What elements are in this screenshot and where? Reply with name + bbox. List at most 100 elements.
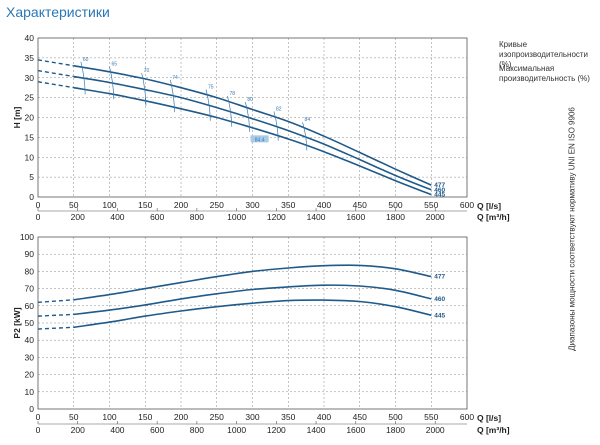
power-y-tick-label: 90 (25, 249, 35, 259)
iso-efficiency-curve (109, 66, 115, 100)
head-x2-tick-label: 200 (71, 212, 85, 222)
iso-efficiency-label: 75 (208, 84, 214, 90)
power-y-tick-label: 10 (25, 387, 35, 397)
power-plot-frame (37, 236, 468, 410)
iso-efficiency-curve (141, 72, 147, 106)
power-y-tick-label: 50 (25, 318, 35, 328)
power-x2-tick-label: 2000 (426, 425, 445, 435)
head-x-axis-title: Q [l/s] (477, 201, 501, 211)
iso-efficiency-label: 84 (305, 117, 311, 123)
head-curve-445-dashed (37, 81, 74, 89)
head-x-tick-label: 400 (317, 200, 331, 210)
power-x2-tick-label: 400 (110, 425, 124, 435)
head-x2-tick-label: 800 (190, 212, 204, 222)
head-curve-label-477: 477 (434, 182, 445, 189)
power-y-tick-label: 20 (25, 370, 35, 380)
head-x-tick-label: 600 (460, 200, 474, 210)
iso-efficiency-curve (302, 122, 308, 151)
power-curve-445 (73, 299, 432, 329)
head-x-tick-label: 500 (388, 200, 402, 210)
head-x-tick-label: 150 (138, 200, 152, 210)
power-x-tick-label: 50 (69, 412, 79, 422)
head-x-tick-label: 450 (353, 200, 367, 210)
head-plot-frame (37, 37, 468, 198)
power-curve-477-dashed (37, 299, 74, 304)
head-x2-tick-label: 1400 (307, 212, 326, 222)
head-x2-tick-label: 400 (110, 212, 124, 222)
head-curve-460-dashed (37, 69, 74, 78)
power-y-tick-label: 30 (25, 352, 35, 362)
power-curve-label-460: 460 (434, 296, 445, 303)
power-x2-tick-label: 600 (150, 425, 164, 435)
power-y-tick-label: 0 (29, 404, 34, 414)
head-curve-label-445: 445 (434, 192, 445, 199)
iso-efficiency-label: 82 (276, 107, 282, 113)
legend-max-efficiency: Максимальная производительность (%) (499, 64, 590, 83)
head-y-tick-label: 20 (25, 113, 35, 123)
power-x-tick-label: 100 (102, 412, 116, 422)
iso-efficiency-curve (245, 101, 250, 132)
head-x2-tick-label: 600 (150, 212, 164, 222)
power-curve-label-477: 477 (434, 274, 445, 281)
iso-efficiency-label: 74 (172, 75, 178, 81)
head-curve-477 (73, 65, 432, 186)
head-curve-label-460: 460 (434, 187, 445, 194)
head-x-tick-label: 0 (36, 200, 41, 210)
head-x2-tick-label: 1200 (267, 212, 286, 222)
max-efficiency-marker (250, 135, 269, 143)
head-y-tick-label: 35 (25, 53, 35, 63)
head-curve-460 (73, 75, 432, 191)
page-title: Характеристики (6, 4, 110, 20)
iso-efficiency-label: 78 (229, 91, 235, 97)
head-x-tick-label: 50 (69, 200, 79, 210)
power-x-tick-label: 250 (210, 412, 224, 422)
head-y-axis-title: H [m] (12, 106, 22, 128)
power-x2-tick-label: 1600 (346, 425, 365, 435)
power-x-tick-label: 600 (460, 412, 474, 422)
head-y-tick-label: 10 (25, 152, 35, 162)
power-x2-axis-title: Q [m³/h] (477, 425, 510, 435)
power-y-axis-title: P2 [kW] (12, 307, 22, 338)
head-x-tick-label: 100 (102, 200, 116, 210)
max-efficiency-label: 84.4 (255, 137, 265, 143)
power-y-tick-label: 70 (25, 284, 35, 294)
power-x-tick-label: 450 (353, 412, 367, 422)
power-y-tick-label: 100 (20, 232, 34, 242)
head-x-tick-label: 300 (245, 200, 259, 210)
iso-efficiency-curve (205, 89, 211, 121)
power-x2-tick-label: 1800 (386, 425, 405, 435)
power-x2-tick-label: 200 (71, 425, 85, 435)
head-y-tick-label: 0 (29, 192, 34, 202)
power-y-tick-label: 60 (25, 301, 35, 311)
power-x-tick-label: 400 (317, 412, 331, 422)
head-curve-445 (73, 86, 432, 196)
head-y-tick-label: 15 (25, 132, 35, 142)
head-x-tick-label: 200 (174, 200, 188, 210)
power-curve-460-dashed (37, 313, 74, 317)
head-y-tick-label: 30 (25, 73, 35, 83)
head-x2-tick-label: 2000 (426, 212, 445, 222)
head-curve-477-dashed (37, 59, 74, 67)
iso-efficiency-curve (169, 79, 175, 113)
head-x2-tick-label: 1600 (346, 212, 365, 222)
head-y-tick-label: 25 (25, 93, 35, 103)
power-x-tick-label: 200 (174, 412, 188, 422)
head-x2-tick-label: 1000 (227, 212, 246, 222)
power-x2-tick-label: 1400 (307, 425, 326, 435)
head-x2-tick-label: 0 (36, 212, 41, 222)
power-curve-477 (73, 264, 432, 301)
power-x-tick-label: 300 (245, 412, 259, 422)
power-x2-tick-label: 1000 (227, 425, 246, 435)
iso-efficiency-curve (227, 95, 233, 127)
power-x-tick-label: 500 (388, 412, 402, 422)
power-x-tick-label: 350 (281, 412, 295, 422)
iso-efficiency-label: 80 (247, 97, 253, 103)
head-x-tick-label: 350 (281, 200, 295, 210)
power-x2-tick-label: 800 (190, 425, 204, 435)
power-curve-label-445: 445 (434, 312, 445, 319)
head-x-tick-label: 250 (210, 200, 224, 210)
power-x-tick-label: 150 (138, 412, 152, 422)
head-y-tick-label: 40 (25, 33, 35, 43)
power-x-axis-title: Q [l/s] (477, 413, 501, 423)
